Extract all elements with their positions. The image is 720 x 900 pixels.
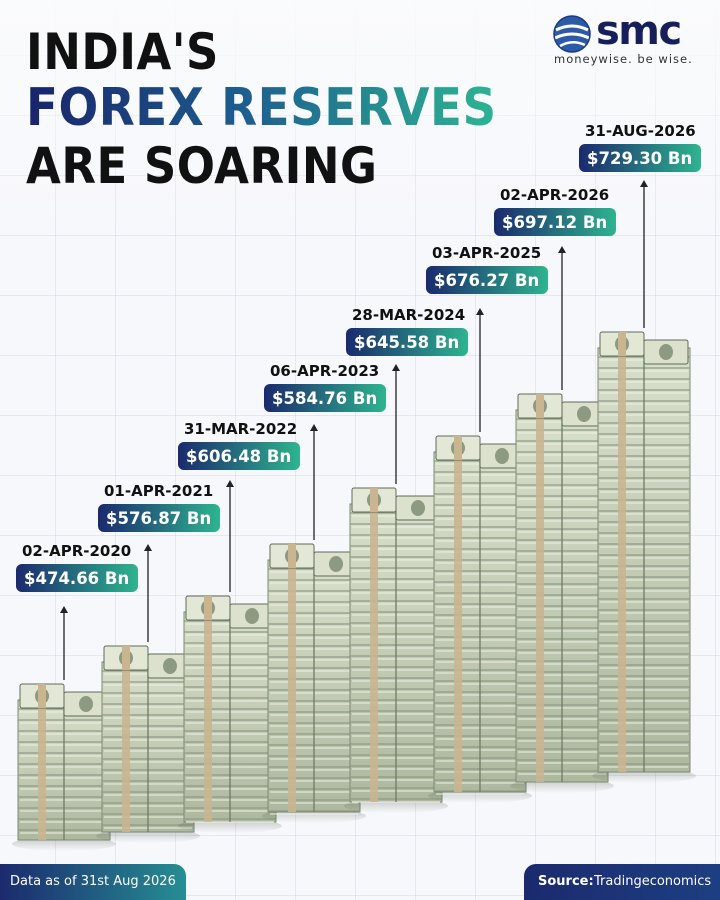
value-pill	[494, 208, 616, 236]
bar-stack	[428, 435, 532, 803]
bar-stack	[96, 645, 200, 843]
title-line-2: FOREX RESERVES	[26, 78, 497, 138]
date-label: 03-APR-2025	[432, 244, 541, 262]
arrow-head-icon	[392, 364, 400, 371]
data-date-note: Data as of 31st Aug 2026	[0, 864, 186, 900]
title-line-1: INDIA'S	[26, 23, 219, 81]
value-pill	[16, 564, 138, 592]
title-line-3: ARE SOARING	[26, 137, 378, 195]
bar-stack	[344, 487, 448, 813]
date-label: 28-MAR-2024	[352, 306, 465, 324]
date-label: 31-AUG-2026	[585, 122, 696, 140]
value-label: $606.48 Bn	[186, 447, 291, 466]
value-label: $645.58 Bn	[354, 333, 459, 352]
bar-stack	[510, 393, 614, 793]
bar-stack	[178, 595, 282, 833]
value-label: $474.66 Bn	[24, 569, 129, 588]
arrow-head-icon	[476, 308, 484, 315]
date-label: 31-MAR-2022	[184, 420, 297, 438]
value-pill	[426, 266, 548, 294]
logo-name: smc	[596, 8, 682, 54]
value-pill	[98, 504, 220, 532]
arrow-head-icon	[310, 424, 318, 431]
value-pill	[178, 442, 300, 470]
smc-logo: smc moneywise. be wise.	[552, 8, 714, 72]
value-label: $576.87 Bn	[106, 509, 211, 528]
date-label: 01-APR-2021	[104, 482, 213, 500]
globe-icon	[553, 15, 591, 53]
arrow-head-icon	[226, 480, 234, 487]
date-label: 02-APR-2026	[500, 186, 609, 204]
source-label: Source:	[538, 874, 594, 889]
bar-stack	[262, 543, 366, 823]
logo-tagline: moneywise. be wise.	[554, 52, 693, 66]
value-label: $729.30 Bn	[587, 149, 692, 168]
data-date-text: Data as of 31st Aug 2026	[10, 874, 176, 889]
arrow-head-icon	[640, 180, 648, 187]
arrow-head-icon	[558, 246, 566, 253]
source-value: Tradingeconomics	[594, 874, 712, 889]
value-label: $697.12 Bn	[502, 213, 607, 232]
arrow-head-icon	[60, 606, 68, 613]
value-pill	[579, 144, 701, 172]
date-label: 02-APR-2020	[22, 542, 131, 560]
value-pill	[346, 328, 468, 356]
source-note: Source: Tradingeconomics	[524, 864, 720, 900]
arrow-head-icon	[144, 544, 152, 551]
date-label: 06-APR-2023	[270, 362, 379, 380]
forex-chart: 02-APR-2020 $474.66 Bn 01-APR-2021 $576.87 …	[12, 122, 701, 851]
value-label: $584.76 Bn	[272, 389, 377, 408]
value-pill	[264, 384, 386, 412]
bar-stack	[12, 683, 116, 851]
bar-stack	[592, 331, 696, 783]
value-label: $676.27 Bn	[434, 271, 539, 290]
